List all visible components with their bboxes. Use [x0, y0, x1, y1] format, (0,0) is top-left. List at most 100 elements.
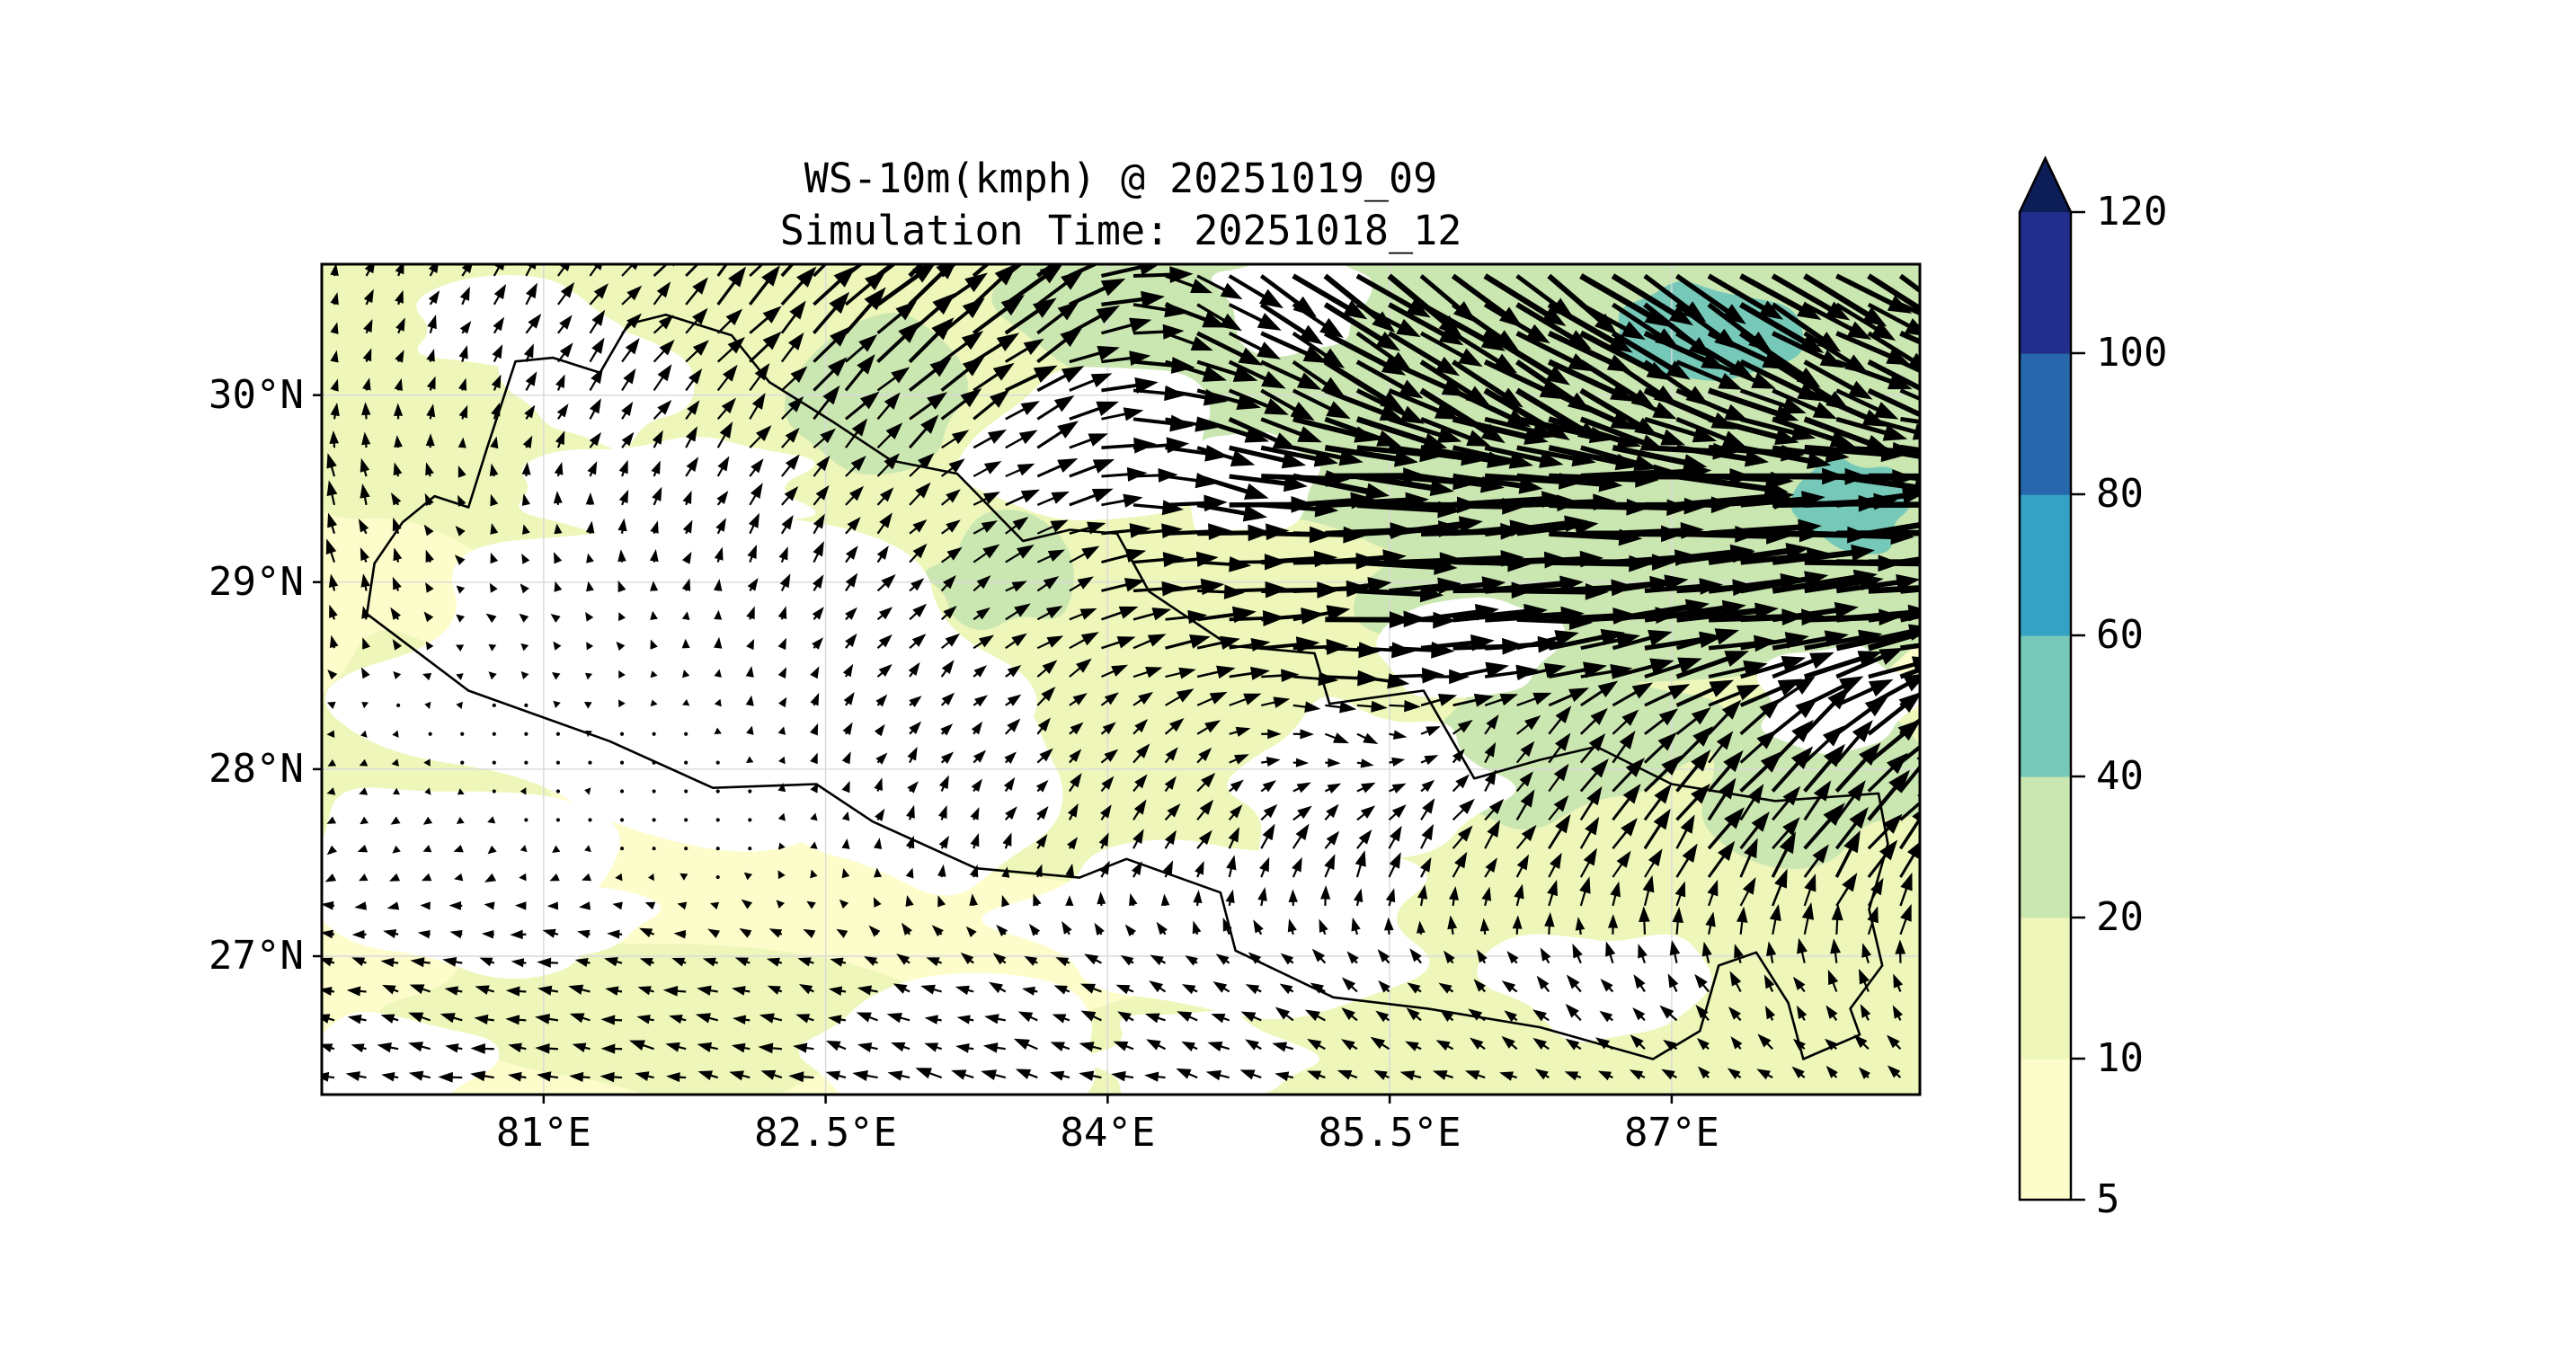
- wind-arrow: [1389, 444, 1486, 466]
- wind-arrow: [491, 374, 502, 391]
- wind-arrow: [739, 927, 752, 938]
- wind-arrow: [973, 461, 1002, 477]
- wind-arrow: [422, 816, 433, 825]
- wind-arrow: [1378, 980, 1390, 993]
- wind-arrow: [1069, 693, 1088, 706]
- wind-arrow: [393, 462, 403, 477]
- wind-arrow: [1564, 1071, 1582, 1081]
- wind-arrow: [1101, 317, 1152, 335]
- wind-arrow: [1697, 1066, 1710, 1079]
- wind-arrow: [1069, 722, 1084, 735]
- wind-arrow: [1355, 302, 1421, 338]
- wind-arrow: [1483, 273, 1567, 327]
- wind-arrow: [1739, 416, 1817, 441]
- wind-arrow: [741, 899, 753, 909]
- wind-arrow: [1607, 914, 1619, 935]
- wind-arrow: [1796, 1005, 1808, 1021]
- wind-arrow: [488, 643, 497, 652]
- wind-arrow: [600, 1071, 623, 1083]
- wind-arrow: [1515, 302, 1592, 350]
- wind-arrow: [1803, 273, 1888, 327]
- wind-arrow: [1229, 666, 1270, 680]
- wind-arrow: [1419, 302, 1506, 351]
- wind-arrow: [589, 283, 608, 306]
- wind-arrow: [1548, 732, 1571, 764]
- wind-arrow: [841, 751, 851, 765]
- wind-arrow: [514, 901, 527, 910]
- wind-arrow: [1769, 903, 1781, 935]
- wind-arrow: [1133, 718, 1149, 735]
- wind-arrow: [637, 986, 654, 996]
- wind-arrow: [1643, 732, 1677, 764]
- wind-arrow: [845, 545, 858, 563]
- wind-arrow: [1065, 863, 1075, 878]
- wind-arrow: [1292, 823, 1310, 849]
- wind-arrow: [1547, 879, 1559, 907]
- wind-arrow: [907, 781, 919, 794]
- wind-arrow: [1452, 491, 1566, 509]
- wind-arrow: [697, 1070, 719, 1081]
- wind-arrow: [1791, 1066, 1806, 1079]
- wind-arrow: [1196, 474, 1269, 500]
- wind-arrow: [600, 1043, 623, 1054]
- wind-arrow: [940, 751, 955, 764]
- wind-arrow: [1133, 691, 1154, 706]
- wind-arrow: [781, 486, 799, 506]
- wind-arrow: [326, 787, 336, 795]
- wind-arrow: [417, 929, 431, 939]
- wind-arrow: [1036, 366, 1085, 393]
- wind-arrow: [1069, 345, 1120, 364]
- wind-arrow: [1259, 274, 1317, 317]
- wind-arrow: [798, 984, 814, 995]
- wind-arrow: [1708, 542, 1810, 565]
- wind-arrow: [1229, 637, 1271, 652]
- wind-arrow: [426, 404, 436, 420]
- wind-arrow: [1452, 798, 1475, 821]
- wind-arrow: [549, 873, 560, 882]
- wind-arrow: [1005, 633, 1027, 650]
- wind-arrow: [485, 613, 497, 624]
- wind-arrow: [845, 485, 865, 506]
- wind-arrow: [781, 427, 800, 448]
- wind-arrow: [938, 775, 949, 792]
- wind-arrow: [650, 670, 658, 678]
- wind-arrow: [1548, 763, 1569, 793]
- wind-arrow: [1388, 852, 1401, 878]
- wind-arrow: [839, 899, 849, 909]
- wind-arrow: [682, 670, 690, 678]
- wind-arrow: [481, 929, 494, 939]
- map-plot: [313, 262, 1922, 1104]
- wind-arrow: [909, 452, 935, 477]
- wind-arrow: [1739, 838, 1758, 878]
- wind-arrow: [685, 277, 708, 306]
- wind-arrow: [1416, 920, 1426, 935]
- wind-arrow: [896, 953, 910, 965]
- wind-arrow: [1516, 630, 1579, 651]
- wind-arrow: [1506, 951, 1519, 964]
- wind-arrow: [1549, 528, 1643, 546]
- wind-arrow: [716, 364, 738, 392]
- wind-arrow: [425, 641, 434, 651]
- wind-arrow: [1388, 359, 1467, 397]
- wind-arrow: [390, 816, 401, 825]
- wind-arrow: [520, 583, 529, 594]
- wind-arrow: [427, 315, 437, 334]
- wind-arrow: [937, 895, 946, 908]
- map-frame: [320, 262, 1922, 1096]
- wind-arrow: [507, 1071, 527, 1082]
- wind-arrow: [390, 607, 402, 621]
- wind-arrow: [392, 576, 402, 591]
- wind-arrow: [1479, 918, 1490, 935]
- wind-arrow: [1311, 948, 1327, 964]
- wind-arrow: [1739, 302, 1825, 354]
- wind-arrow: [797, 957, 814, 967]
- wind-arrow: [1068, 264, 1130, 278]
- wind-arrow: [537, 957, 558, 968]
- wind-arrow: [1432, 1070, 1453, 1080]
- wind-arrow: [940, 519, 961, 535]
- wind-arrow: [653, 315, 674, 334]
- wind-arrow: [715, 874, 720, 880]
- wind-arrow: [1257, 887, 1267, 907]
- wind-arrow: [845, 517, 861, 535]
- wind-arrow: [909, 603, 928, 621]
